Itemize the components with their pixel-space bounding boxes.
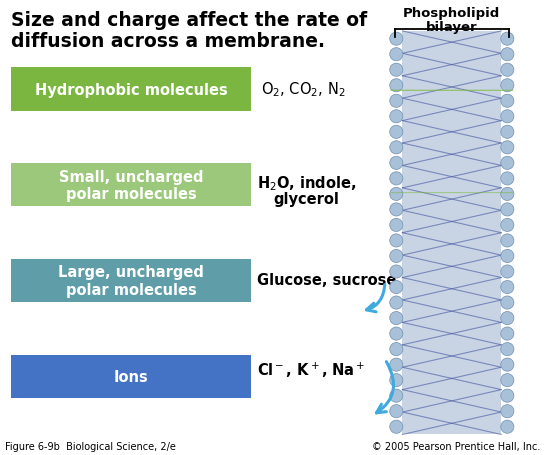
Ellipse shape bbox=[501, 111, 514, 124]
Ellipse shape bbox=[501, 405, 514, 418]
Ellipse shape bbox=[390, 420, 403, 433]
Ellipse shape bbox=[501, 296, 514, 309]
Ellipse shape bbox=[501, 358, 514, 371]
Text: Figure 6-9b  Biological Science, 2/e: Figure 6-9b Biological Science, 2/e bbox=[5, 441, 176, 451]
Text: Phospholipid: Phospholipid bbox=[403, 7, 501, 20]
Ellipse shape bbox=[390, 80, 403, 93]
Ellipse shape bbox=[390, 33, 403, 46]
FancyArrowPatch shape bbox=[366, 285, 385, 312]
Ellipse shape bbox=[501, 64, 514, 77]
Ellipse shape bbox=[390, 142, 403, 155]
Ellipse shape bbox=[390, 374, 403, 387]
Text: bilayer: bilayer bbox=[426, 20, 478, 34]
Ellipse shape bbox=[390, 405, 403, 418]
Ellipse shape bbox=[501, 219, 514, 232]
Ellipse shape bbox=[501, 343, 514, 356]
Ellipse shape bbox=[501, 327, 514, 340]
Ellipse shape bbox=[501, 33, 514, 46]
FancyBboxPatch shape bbox=[11, 355, 251, 398]
Ellipse shape bbox=[501, 312, 514, 325]
Ellipse shape bbox=[501, 389, 514, 402]
Ellipse shape bbox=[501, 157, 514, 170]
Ellipse shape bbox=[390, 49, 403, 61]
Ellipse shape bbox=[501, 234, 514, 248]
Text: O$_2$, CO$_2$, N$_2$: O$_2$, CO$_2$, N$_2$ bbox=[261, 80, 346, 99]
FancyBboxPatch shape bbox=[11, 164, 251, 207]
Ellipse shape bbox=[501, 250, 514, 263]
Ellipse shape bbox=[501, 265, 514, 278]
Text: diffusion across a membrane.: diffusion across a membrane. bbox=[11, 32, 325, 51]
Ellipse shape bbox=[390, 234, 403, 248]
Ellipse shape bbox=[501, 188, 514, 201]
Ellipse shape bbox=[501, 49, 514, 61]
Ellipse shape bbox=[390, 327, 403, 340]
Ellipse shape bbox=[390, 172, 403, 186]
Ellipse shape bbox=[390, 188, 403, 201]
FancyArrowPatch shape bbox=[377, 362, 394, 413]
Ellipse shape bbox=[390, 312, 403, 325]
Ellipse shape bbox=[501, 95, 514, 108]
Text: glycerol: glycerol bbox=[273, 192, 339, 207]
Ellipse shape bbox=[501, 374, 514, 387]
Text: Ions: Ions bbox=[114, 369, 149, 384]
FancyBboxPatch shape bbox=[11, 259, 251, 303]
Text: Hydrophobic molecules: Hydrophobic molecules bbox=[34, 82, 228, 97]
Ellipse shape bbox=[390, 203, 403, 217]
Ellipse shape bbox=[501, 203, 514, 217]
Bar bbox=[402, 32, 501, 435]
Text: H$_2$O, indole,: H$_2$O, indole, bbox=[257, 173, 356, 192]
Ellipse shape bbox=[501, 420, 514, 433]
Text: Cl$^-$, K$^+$, Na$^+$: Cl$^-$, K$^+$, Na$^+$ bbox=[257, 360, 365, 379]
Text: Large, uncharged
polar molecules: Large, uncharged polar molecules bbox=[58, 265, 204, 297]
Ellipse shape bbox=[390, 250, 403, 263]
Text: Size and charge affect the rate of: Size and charge affect the rate of bbox=[11, 11, 367, 30]
Ellipse shape bbox=[390, 296, 403, 309]
Ellipse shape bbox=[390, 157, 403, 170]
Ellipse shape bbox=[390, 126, 403, 139]
Ellipse shape bbox=[501, 172, 514, 186]
Ellipse shape bbox=[390, 389, 403, 402]
Ellipse shape bbox=[390, 64, 403, 77]
Ellipse shape bbox=[390, 358, 403, 371]
Ellipse shape bbox=[390, 219, 403, 232]
Ellipse shape bbox=[390, 95, 403, 108]
Text: Glucose, sucrose: Glucose, sucrose bbox=[257, 273, 396, 287]
Ellipse shape bbox=[390, 265, 403, 278]
Text: Small, uncharged
polar molecules: Small, uncharged polar molecules bbox=[59, 169, 203, 202]
Ellipse shape bbox=[501, 126, 514, 139]
Ellipse shape bbox=[390, 343, 403, 356]
Text: © 2005 Pearson Prentice Hall, Inc.: © 2005 Pearson Prentice Hall, Inc. bbox=[372, 441, 541, 451]
Ellipse shape bbox=[501, 142, 514, 155]
Ellipse shape bbox=[501, 80, 514, 93]
Ellipse shape bbox=[390, 111, 403, 124]
FancyBboxPatch shape bbox=[11, 68, 251, 111]
Ellipse shape bbox=[390, 281, 403, 294]
Ellipse shape bbox=[501, 281, 514, 294]
